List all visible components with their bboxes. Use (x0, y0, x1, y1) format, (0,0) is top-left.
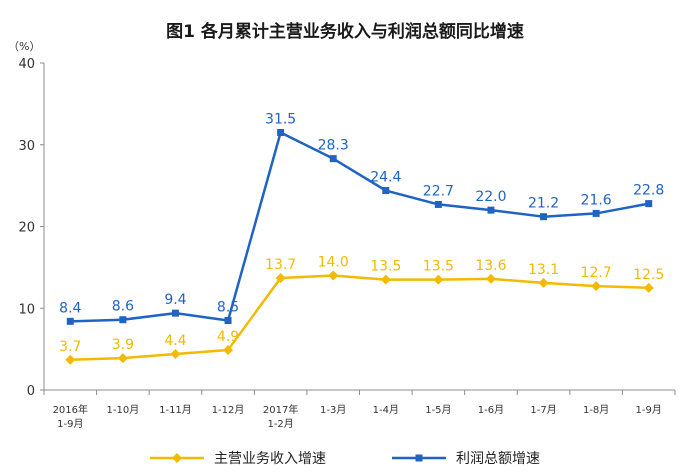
revenue-growth-point (433, 274, 444, 285)
x-tick-label: 1-10月 (107, 404, 140, 416)
x-tick-label: 2017年 1-2月 (263, 403, 298, 430)
profit-growth-point (382, 187, 390, 195)
revenue-growth-data-label: 13.7 (265, 257, 296, 273)
profit-growth-point (277, 128, 285, 136)
x-tick-label: 1-12月 (212, 404, 245, 416)
profit-growth-point (66, 317, 74, 325)
profit-growth-point (119, 316, 127, 324)
profit-growth-point (592, 209, 600, 217)
profit-growth-point (645, 200, 653, 208)
profit-growth-data-label: 28.3 (318, 138, 349, 154)
revenue-growth-data-label: 14.0 (318, 255, 349, 271)
revenue-growth-line (70, 274, 649, 362)
profit-growth-data-label: 22.8 (633, 183, 664, 199)
x-tick-label: 1-7月 (530, 404, 556, 416)
x-tick-label: 1-9月 (636, 404, 662, 416)
profit-growth-data-label: 24.4 (370, 170, 401, 186)
revenue-growth-data-label: 13.5 (370, 259, 401, 275)
profit-growth-point (487, 206, 495, 214)
x-tick-label: 1-4月 (373, 404, 399, 416)
y-tick-label: 10 (18, 302, 35, 317)
profit-growth-point (540, 213, 548, 221)
revenue-growth-data-label: 12.7 (581, 265, 612, 281)
revenue-growth-data-label: 3.9 (112, 337, 134, 353)
x-tick-label: 1-3月 (320, 404, 346, 416)
y-tick-label: 30 (18, 139, 35, 154)
profit-growth-data-label: 31.5 (265, 111, 296, 127)
profit-growth-point (434, 200, 442, 208)
y-tick-label: 20 (18, 221, 35, 236)
revenue-growth-point (485, 273, 496, 284)
revenue-growth-data-label: 12.5 (633, 267, 664, 283)
revenue-growth-point (275, 273, 286, 284)
chart-title: 图1 各月累计主营业务收入与利润总额同比增速 (166, 21, 524, 42)
legend-marker (172, 453, 182, 463)
profit-growth-data-label: 8.6 (112, 299, 134, 315)
revenue-growth-point (328, 270, 339, 281)
revenue-growth-point (65, 354, 76, 365)
revenue-growth-point (591, 281, 602, 292)
x-tick-label: 1-6月 (478, 404, 504, 416)
y-axis-unit: （%） (8, 40, 40, 53)
revenue-growth-point (538, 277, 549, 288)
profit-growth-point (171, 309, 179, 317)
revenue-growth-point (170, 349, 181, 360)
x-tick-label: 1-8月 (583, 404, 609, 416)
profit-growth-point (329, 155, 337, 163)
legend: 主营业务收入增速 利润总额增速 (150, 451, 540, 467)
revenue-growth-point (380, 274, 391, 285)
x-tick-label: 1-5月 (425, 404, 451, 416)
revenue-growth-point (223, 344, 234, 355)
revenue-growth-data-label: 3.7 (59, 339, 81, 355)
revenue-growth-point (643, 282, 654, 293)
profit-growth-data-label: 22.0 (475, 189, 506, 205)
profit-growth-point (224, 317, 232, 325)
profit-growth-data-label: 9.4 (164, 292, 186, 308)
revenue-growth-data-label: 13.1 (528, 262, 559, 278)
revenue-growth-point (117, 353, 128, 364)
revenue-growth-data-label: 13.6 (475, 258, 506, 274)
legend-entry-label: 利润总额增速 (456, 451, 540, 467)
revenue-growth-data-label: 13.5 (423, 259, 454, 275)
profit-growth-data-label: 8.5 (217, 300, 239, 316)
revenue-growth-data-label: 4.9 (217, 329, 239, 345)
profit-growth-data-label: 22.7 (423, 183, 454, 199)
y-tick-label: 40 (18, 57, 35, 72)
profit-growth-data-label: 8.4 (59, 300, 81, 316)
legend-marker (415, 454, 423, 462)
profit-growth-data-label: 21.2 (528, 196, 559, 212)
plot-area: 0 10 20 30 40 2016年 1-9月 1-10月 1-11月 1-12月 2017年 1-… (18, 57, 676, 430)
x-tick-label: 1-11月 (159, 404, 192, 416)
x-tick-label: 2016年 1-9月 (53, 403, 88, 430)
profit-growth-line (70, 131, 649, 323)
y-tick-label: 0 (27, 384, 35, 399)
profit-growth-data-label: 21.6 (581, 192, 612, 208)
legend-entry-label: 主营业务收入增速 (214, 451, 326, 467)
revenue-growth-data-label: 4.4 (164, 333, 186, 349)
